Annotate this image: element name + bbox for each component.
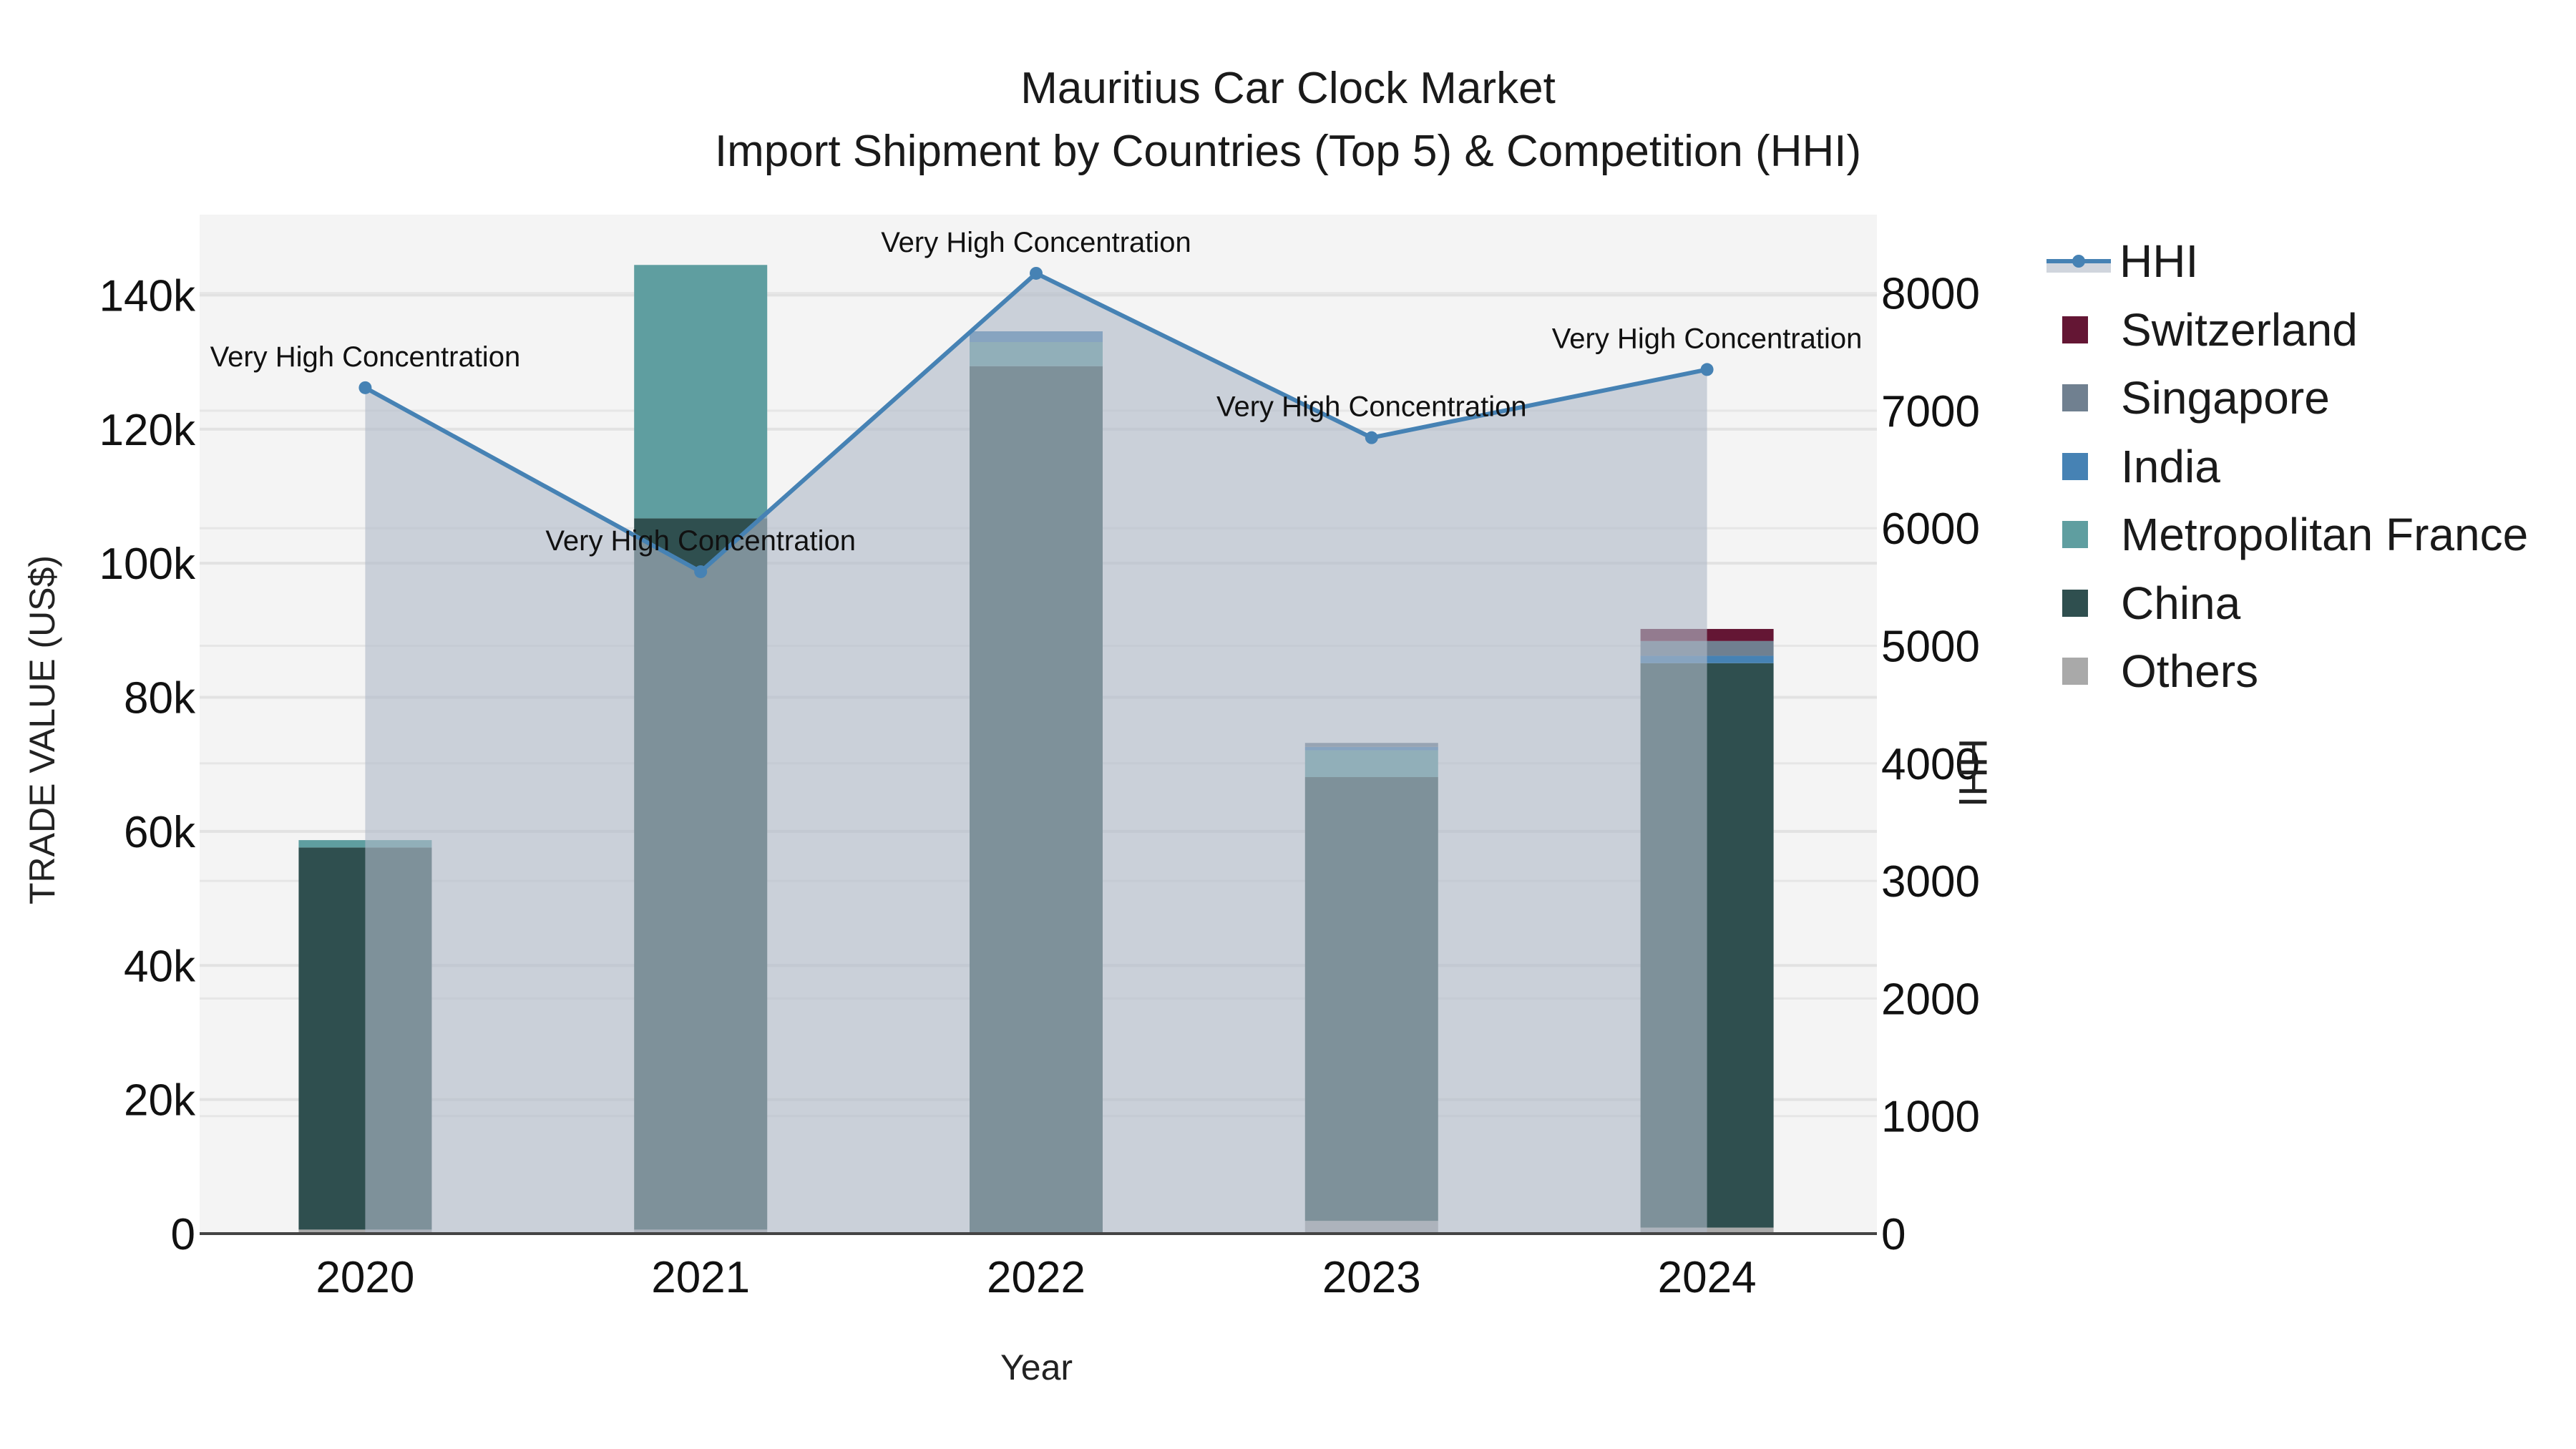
hhi-annotation: Very High Concentration [545,525,856,557]
y-left-tick-label: 40k [124,942,196,991]
legend-swatch-icon [2062,384,2088,411]
hhi-annotation: Very High Concentration [210,341,521,373]
y-right-tick-label: 7000 [1881,387,1980,436]
y-right-tick-label: 0 [1881,1210,1906,1259]
hhi-annotation: Very High Concentration [1552,323,1863,354]
legend-item-switzerland[interactable]: Switzerland [2046,298,2358,362]
legend-item-india[interactable]: India [2046,434,2220,499]
x-tick-label: 2024 [1658,1253,1757,1302]
bar-segment-metropolitan-france[interactable] [634,265,768,519]
y-left-tick-label: 80k [124,674,196,723]
legend-label: Others [2121,645,2259,697]
y-right-tick-label: 1000 [1881,1093,1980,1142]
y-right-tick-label: 4000 [1881,740,1980,789]
hhi-area [365,273,1707,1234]
legend-swatch-icon [2062,316,2088,343]
legend-item-china[interactable]: China [2046,571,2240,635]
y-right-tick-label: 8000 [1881,270,1980,319]
y-right-tick-label: 6000 [1881,504,1980,554]
legend-item-metropolitan-france[interactable]: Metropolitan France [2046,502,2528,567]
legend-item-hhi[interactable]: HHI [2046,229,2198,293]
hhi-point[interactable] [1030,266,1043,280]
chart-title-line1: Mauritius Car Clock Market [1020,64,1556,113]
legend-item-others[interactable]: Others [2046,639,2258,703]
y-axis-left-title: TRADE VALUE (US$) [22,555,62,905]
y-left-tick-label: 120k [99,406,196,455]
hhi-annotation: Very High Concentration [881,227,1191,258]
x-axis-title: Year [1000,1347,1073,1387]
legend-swatch-icon [2062,452,2088,480]
y-right-tick-label: 3000 [1881,857,1980,907]
legend-label: Metropolitan France [2121,509,2529,560]
hhi-annotation: Very High Concentration [1216,391,1527,423]
x-tick-label: 2022 [987,1253,1085,1302]
y-left-tick-label: 0 [171,1210,195,1259]
hhi-point[interactable] [1365,431,1378,444]
y-left-tick-label: 60k [124,808,196,857]
y-right-tick-label: 5000 [1881,622,1980,671]
y-left-tick-label: 20k [124,1076,196,1126]
hhi-point[interactable] [358,381,372,394]
legend-label: Singapore [2121,372,2330,424]
legend-label: Switzerland [2121,303,2358,356]
y-right-tick-label: 2000 [1881,975,1980,1024]
legend-swatch-icon [2062,521,2088,548]
legend-swatch-icon [2062,658,2088,685]
hhi-point[interactable] [694,565,708,578]
chart-title-line2: Import Shipment by Countries (Top 5) & C… [714,127,1862,176]
legend-label: HHI [2119,235,2199,287]
y-left-tick-label: 140k [99,271,196,321]
legend-item-singapore[interactable]: Singapore [2046,366,2330,430]
hhi-point[interactable] [1700,363,1714,376]
legend-label: India [2121,440,2220,492]
line-marker-icon [2046,247,2111,275]
x-tick-label: 2023 [1322,1253,1421,1302]
x-tick-label: 2020 [316,1253,414,1302]
legend-label: China [2121,577,2241,629]
y-left-tick-label: 100k [99,540,196,589]
x-tick-label: 2021 [651,1253,750,1302]
legend-swatch-icon [2062,589,2088,617]
y-axis-right-title: HHI [1951,738,1996,808]
